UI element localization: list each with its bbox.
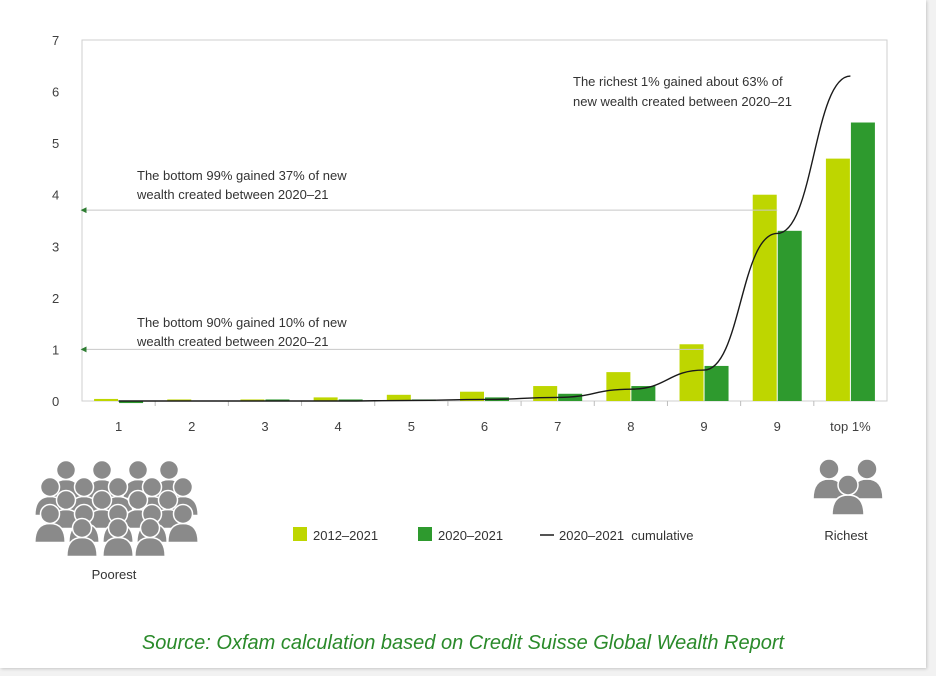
x-tick-label: 5	[408, 419, 415, 434]
person-head	[73, 476, 95, 498]
person-head	[91, 459, 113, 481]
bar-2012-2021	[460, 391, 484, 401]
person-head	[157, 489, 179, 511]
annotation-bottom99-line2: wealth created between 2020–21	[136, 187, 329, 202]
annotation-bottom90-line2: wealth created between 2020–21	[136, 334, 329, 349]
bar-2012-2021	[606, 372, 631, 401]
annotation-bottom99-line1: The bottom 99% gained 37% of new	[137, 168, 347, 183]
x-tick-label: 7	[554, 419, 561, 434]
poorest-label: Poorest	[92, 567, 137, 582]
person-body	[167, 522, 199, 544]
y-tick-label: 4	[52, 188, 59, 203]
bar-2012-2021	[386, 394, 411, 401]
person-head	[39, 476, 61, 498]
annotation-top1-line2: new wealth created between 2020–21	[573, 94, 792, 109]
legend-swatch-2012-2021	[293, 527, 307, 541]
y-tick-label: 5	[52, 136, 59, 151]
person-head	[91, 489, 113, 511]
person-head	[818, 458, 840, 480]
person-head	[141, 476, 163, 498]
source-note: Source: Oxfam calculation based on Credi…	[141, 632, 785, 654]
chart-card: 0 1 2 3 4 5 6 7 1 2 3 4 5 6 7 8 9 9 top 1% The richest 1%…	[0, 0, 926, 668]
x-tick-label: 8	[627, 419, 634, 434]
y-tick-label: 2	[52, 291, 59, 306]
bar-2020-2021	[265, 399, 290, 401]
bars	[94, 122, 875, 404]
bar-2020-2021	[704, 365, 729, 401]
legend-swatch-2020-2021	[418, 527, 432, 541]
richest-label: Richest	[824, 528, 868, 543]
person-head	[107, 517, 129, 539]
y-tick-label: 6	[52, 85, 59, 100]
cumulative-line	[118, 75, 851, 402]
person-body	[102, 536, 134, 558]
annotation-top1-line1: The richest 1% gained about 63% of	[573, 74, 783, 89]
person-head	[127, 459, 149, 481]
legend-label-2020-2021: 2020–2021	[438, 528, 503, 543]
annotation-bottom90-line1: The bottom 90% gained 10% of new	[137, 315, 347, 330]
legend: 2012–2021 2020–2021 2020–2021 cumulative	[293, 527, 693, 543]
person-head	[127, 489, 149, 511]
bar-2012-2021	[94, 398, 119, 401]
person-head	[107, 476, 129, 498]
person-body	[134, 536, 166, 558]
bar-2020-2021	[777, 230, 802, 401]
y-tick-label: 0	[52, 394, 59, 409]
person-head	[856, 458, 878, 480]
bar-2012-2021	[240, 399, 265, 401]
legend-label-cumulative: 2020–2021 cumulative	[559, 528, 693, 543]
y-tick-label: 3	[52, 239, 59, 254]
person-body	[66, 536, 98, 558]
bar-2020-2021	[850, 122, 875, 401]
y-tick-label: 1	[52, 342, 59, 357]
y-axis: 0 1 2 3 4 5 6 7	[52, 33, 59, 409]
bar-2012-2021	[313, 397, 338, 401]
person-head	[172, 503, 194, 525]
person-head	[172, 476, 194, 498]
x-tick-label: 3	[261, 419, 268, 434]
x-tick-label: 2	[188, 419, 195, 434]
poorest-people-icon	[34, 459, 199, 558]
x-tick-label: 1	[115, 419, 122, 434]
person-head	[55, 459, 77, 481]
chart: 0 1 2 3 4 5 6 7 1 2 3 4 5 6 7 8 9 9 top 1% The richest 1%…	[34, 33, 888, 582]
x-tick-label: 6	[481, 419, 488, 434]
person-head	[71, 517, 93, 539]
bar-2012-2021	[533, 386, 558, 401]
plot-frame	[81, 39, 888, 402]
legend-label-2012-2021: 2012–2021	[313, 528, 378, 543]
bar-2012-2021	[167, 399, 192, 401]
x-tick-label: 4	[335, 419, 342, 434]
person-head	[55, 489, 77, 511]
x-tick-label: 9	[700, 419, 707, 434]
bar-2012-2021	[752, 194, 777, 401]
y-tick-label: 7	[52, 33, 59, 48]
bar-2012-2021	[825, 158, 850, 401]
x-tick-label: 9	[774, 419, 781, 434]
x-axis: 1 2 3 4 5 6 7 8 9 9 top 1%	[115, 401, 871, 434]
bar-2020-2021	[631, 386, 656, 401]
bar-2020-2021	[119, 401, 144, 404]
person-body	[831, 494, 865, 516]
person-body	[34, 522, 66, 544]
person-head	[837, 474, 859, 496]
x-tick-label: top 1%	[830, 419, 871, 434]
richest-people-icon	[812, 458, 884, 516]
person-head	[158, 459, 180, 481]
person-head	[139, 517, 161, 539]
person-head	[39, 503, 61, 525]
bar-2020-2021	[338, 399, 363, 401]
